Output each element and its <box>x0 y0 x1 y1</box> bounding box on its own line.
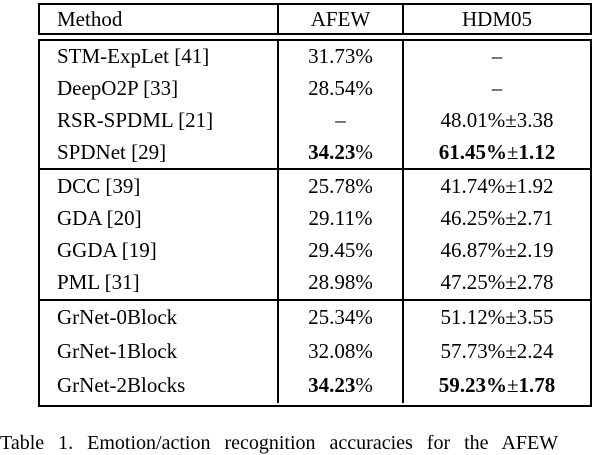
table-group-1: STM-ExpLet [41] 31.73% – DeepO2P [33] 28… <box>40 41 590 169</box>
afew-cell: 31.73% <box>277 41 402 73</box>
method-cell: GrNet-2Blocks <box>57 373 186 398</box>
hdm05-cell: 41.74%±1.92 <box>402 170 590 203</box>
plus-minus-sign: ± <box>506 373 519 398</box>
afew-cell: 25.34% <box>277 300 402 335</box>
header-method: Method <box>57 6 123 31</box>
method-cell: SPDNet [29] <box>57 139 167 164</box>
hdm05-std-bold: 1.78 <box>518 373 556 398</box>
table-row: PML [31] 28.98% 47.25%±2.78 <box>40 266 590 299</box>
afew-cell: 29.45% <box>277 234 402 267</box>
method-cell: PML [31] <box>57 270 140 295</box>
group-separator-rule <box>40 168 590 171</box>
afew-cell: 34.23% <box>277 368 402 403</box>
table-group-3: GrNet-0Block 25.34% 51.12%±3.55 GrNet-1B… <box>40 300 590 403</box>
table-row: GGDA [19] 29.45% 46.87%±2.19 <box>40 234 590 267</box>
hdm05-cell: 59.23% ±1.78 <box>402 368 590 403</box>
table-row-best: SPDNet [29] 34.23% 61.45% ±1.12 <box>40 136 590 169</box>
hdm05-std-bold: 1.12 <box>518 139 556 164</box>
percent-sign: % <box>355 139 373 164</box>
table-row: GDA [20] 29.11% 46.25%±2.71 <box>40 202 590 235</box>
method-cell: DCC [39] <box>57 173 141 198</box>
table-row: DeepO2P [33] 28.54% – <box>40 72 590 105</box>
afew-cell: 28.54% <box>277 72 402 105</box>
afew-value-bold: 34.23 <box>308 139 356 164</box>
table-row: STM-ExpLet [41] 31.73% – <box>40 41 590 73</box>
method-cell: GDA [20] <box>57 205 142 230</box>
plus-minus-sign: ± <box>506 139 519 164</box>
hdm05-cell: 57.73%±2.24 <box>402 334 590 369</box>
method-cell: STM-ExpLet [41] <box>57 44 210 69</box>
hdm05-cell: 47.25%±2.78 <box>402 266 590 299</box>
hdm05-cell: – <box>402 72 590 105</box>
group-separator-rule <box>40 298 590 301</box>
method-cell: GrNet-1Block <box>57 339 178 364</box>
method-cell: GrNet-0Block <box>57 305 178 330</box>
header-hdm05: HDM05 <box>402 5 590 33</box>
hdm05-cell: 51.12%±3.55 <box>402 300 590 335</box>
hdm05-cell: 46.25%±2.71 <box>402 202 590 235</box>
afew-cell: 25.78% <box>277 170 402 203</box>
method-cell: RSR-SPDML [21] <box>57 107 214 132</box>
hdm05-cell: 61.45% ±1.12 <box>402 136 590 169</box>
table-row: RSR-SPDML [21] – 48.01%±3.38 <box>40 104 590 137</box>
hdm05-cell: 48.01%±3.38 <box>402 104 590 137</box>
percent-sign: % <box>355 373 373 398</box>
table-body-box: STM-ExpLet [41] 31.73% – DeepO2P [33] 28… <box>38 39 592 407</box>
method-cell: GGDA [19] <box>57 238 157 263</box>
table-row: DCC [39] 25.78% 41.74%±1.92 <box>40 170 590 203</box>
afew-cell: – <box>277 104 402 137</box>
table-caption: Table 1. Emotion/action recognition accu… <box>0 432 559 454</box>
hdm05-value-bold: 61.45% <box>438 139 507 164</box>
afew-value-bold: 34.23 <box>308 373 356 398</box>
afew-cell: 34.23% <box>277 136 402 169</box>
afew-cell: 29.11% <box>277 202 402 235</box>
table-header-row: Method AFEW HDM05 <box>40 5 590 33</box>
table-header-box: Method AFEW HDM05 <box>38 3 592 35</box>
table-row-best: GrNet-2Blocks 34.23% 59.23% ±1.78 <box>40 368 590 403</box>
header-afew: AFEW <box>277 5 402 33</box>
table-row: GrNet-0Block 25.34% 51.12%±3.55 <box>40 300 590 335</box>
afew-cell: 32.08% <box>277 334 402 369</box>
method-cell: DeepO2P [33] <box>57 76 179 101</box>
table-group-2: DCC [39] 25.78% 41.74%±1.92 GDA [20] 29.… <box>40 170 590 299</box>
table-row: GrNet-1Block 32.08% 57.73%±2.24 <box>40 334 590 369</box>
hdm05-cell: – <box>402 41 590 73</box>
hdm05-cell: 46.87%±2.19 <box>402 234 590 267</box>
hdm05-value-bold: 59.23% <box>438 373 507 398</box>
afew-cell: 28.98% <box>277 266 402 299</box>
